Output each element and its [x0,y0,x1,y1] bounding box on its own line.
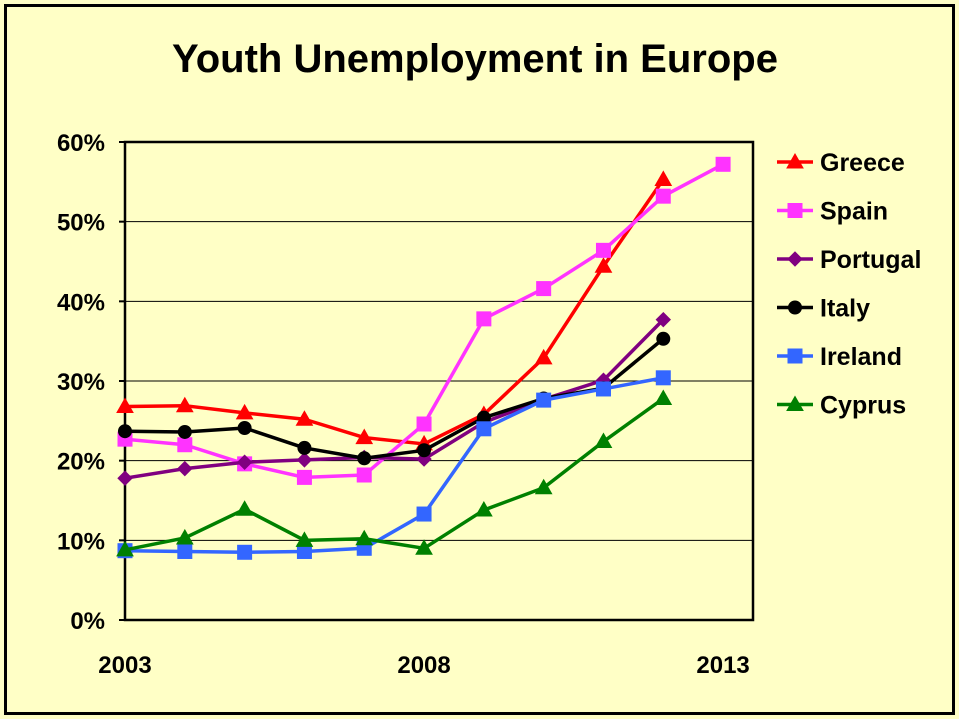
data-point-triangle [355,529,374,546]
data-point-diamond [117,470,133,486]
series-italy [118,331,671,466]
legend-item-cyprus: Cyprus [777,392,906,420]
data-point-circle [297,440,312,455]
x-tick-label: 2008 [397,652,450,679]
series-line [124,376,664,555]
data-point-diamond [177,460,193,477]
data-point-square [536,281,552,297]
data-point-triangle [594,257,613,273]
series-line [124,178,665,446]
y-tick-label: 10% [57,528,105,555]
y-tick-label: 0% [70,608,105,635]
data-point-diamond [655,311,671,328]
data-point-circle [656,331,671,346]
data-point-triangle [534,348,553,365]
data-point-triangle [295,410,314,426]
chart-title: Youth Unemployment in Europe [172,37,778,81]
data-point-square [595,381,611,397]
legend-item-italy: Italy [777,295,870,323]
series-spain [117,156,731,485]
data-point-diamond [787,251,803,267]
data-point-triangle [235,500,254,516]
data-point-square [595,242,611,258]
data-point-square [715,156,731,172]
data-point-triangle [534,478,553,495]
legend-item-spain: Spain [777,198,888,226]
data-point-triangle [355,428,374,445]
legend-label: Cyprus [820,392,906,420]
data-point-circle [118,424,132,439]
series-portugal [117,311,671,486]
data-point-triangle [175,396,194,413]
data-point-square [356,467,372,483]
data-point-square [476,311,492,327]
data-point-square [536,392,552,408]
data-point-triangle [415,539,433,555]
data-point-triangle [786,152,804,169]
data-point-square [787,348,803,364]
data-point-square [416,506,432,522]
data-point-triangle [116,540,134,557]
data-point-triangle [594,432,613,449]
x-axis-ticks: 2003 2008 2013 [98,652,749,679]
legend-label: Spain [820,198,888,226]
legend-item-greece: Greece [777,149,905,177]
y-tick-label: 30% [57,369,105,396]
data-point-circle [237,421,252,436]
series-greece [116,170,673,451]
data-point-triangle [654,170,673,186]
y-tick-label: 60% [57,130,105,157]
y-axis-ticks: 0% 10% 20% 30% 40% 50% 60% [57,130,125,635]
data-point-circle [788,300,802,315]
data-point-square [296,469,312,485]
data-point-square [655,370,671,386]
legend-label: Italy [820,295,870,323]
legend: Greece Spain Portugal Italy Ireland Cyprus [777,149,921,420]
legend-item-ireland: Ireland [777,343,902,371]
y-tick-label: 50% [57,210,105,237]
series-ireland [117,370,671,560]
data-point-square [787,203,803,218]
series-line [124,318,665,480]
data-point-square [177,437,193,453]
series-cyprus [116,389,673,557]
data-point-circle [357,451,372,466]
data-point-diamond [236,454,253,470]
series-line [124,397,665,552]
y-tick-label: 40% [57,289,105,316]
data-point-square [476,421,492,437]
series-lines [116,156,731,560]
data-point-triangle [786,395,804,411]
data-point-triangle [295,531,314,547]
legend-item-portugal: Portugal [777,246,921,274]
data-point-triangle [235,403,254,420]
data-point-circle [177,424,192,439]
legend-label: Ireland [820,343,902,371]
data-point-square [237,544,253,560]
data-point-triangle [116,397,134,413]
data-point-triangle [474,501,493,517]
data-point-triangle [654,389,673,406]
data-point-square [177,543,193,559]
legend-label: Greece [820,149,905,177]
legend-label: Portugal [820,246,921,274]
x-tick-label: 2013 [696,652,749,679]
y-tick-label: 20% [57,449,105,476]
data-point-square [416,416,432,432]
data-point-diamond [296,452,313,468]
data-point-triangle [175,528,194,545]
x-tick-label: 2003 [98,652,151,679]
data-point-circle [417,443,432,458]
data-point-square [655,188,671,204]
